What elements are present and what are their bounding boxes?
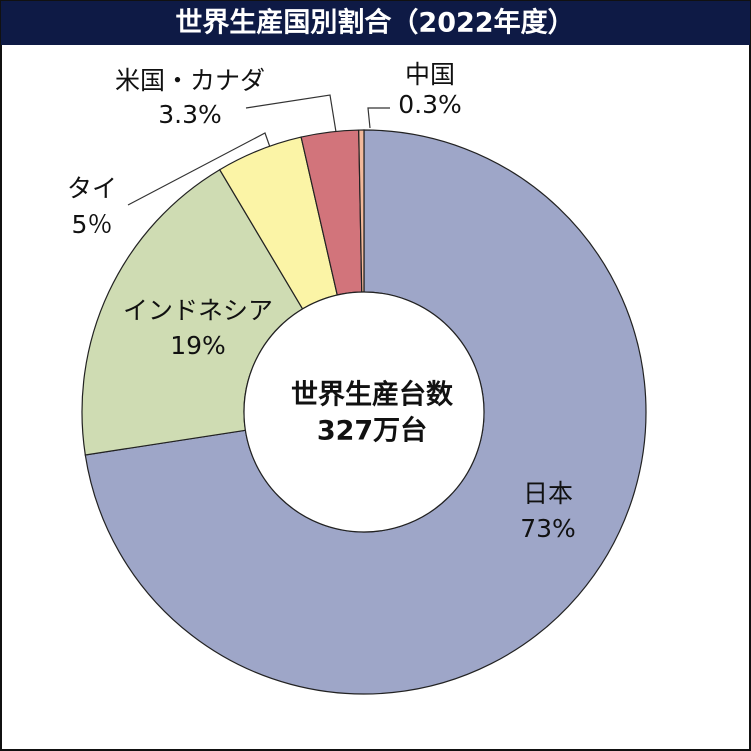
slice-label: 日本 — [523, 479, 573, 508]
slice-label: タイ — [67, 174, 117, 203]
value-label: 19% — [170, 331, 226, 360]
donut-hole — [243, 291, 485, 533]
value-label: 0.3% — [398, 90, 462, 119]
chart-title: 世界生産国別割合（2022年度） — [175, 7, 574, 39]
leader-line — [245, 94, 337, 133]
value-label: 73% — [520, 514, 576, 543]
center-text: 世界生産台数 — [291, 379, 454, 411]
center-text: 327万台 — [317, 415, 427, 447]
leader-lines — [127, 94, 390, 206]
slice-label: インドネシア — [123, 296, 273, 325]
leader-line — [367, 107, 390, 129]
slice-label: 米国・カナダ — [115, 66, 265, 95]
value-label: 5％ — [72, 210, 113, 239]
leader-line — [127, 132, 272, 206]
title-bar — [1, 1, 750, 45]
value-label: 3.3% — [158, 100, 222, 129]
slice-label: 中国 — [405, 60, 455, 89]
